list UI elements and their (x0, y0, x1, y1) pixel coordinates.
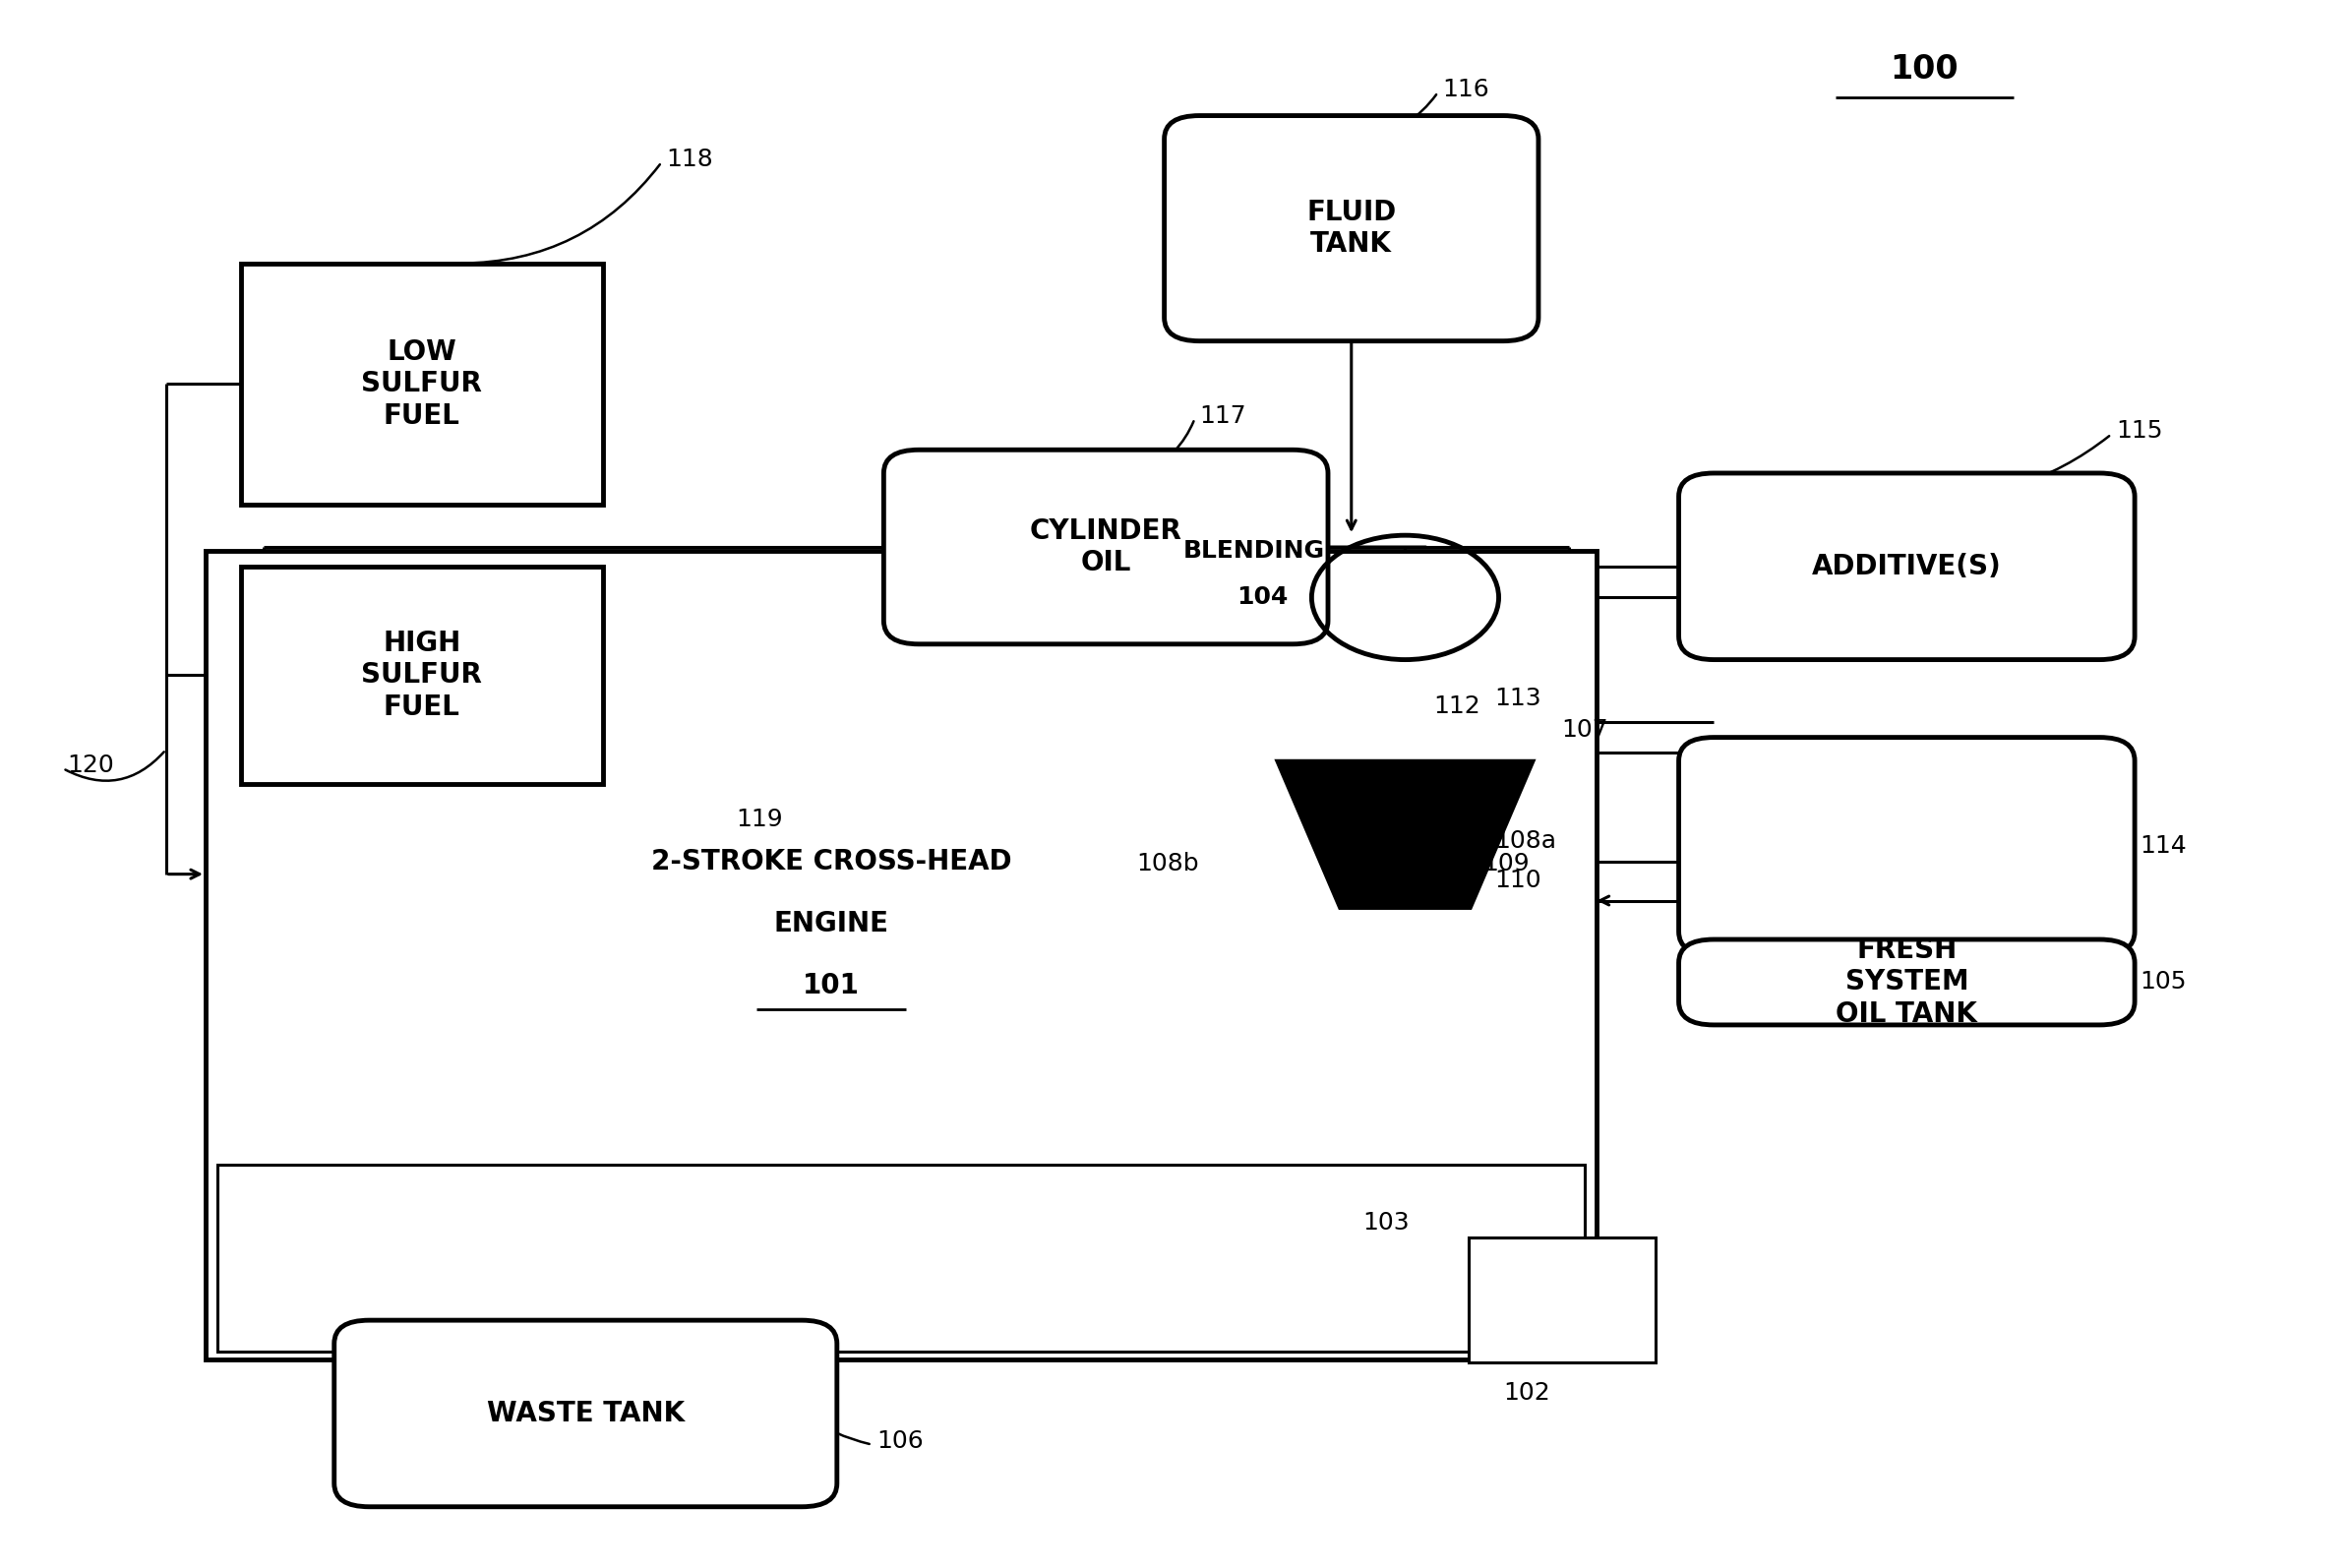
FancyBboxPatch shape (1679, 737, 2136, 955)
FancyBboxPatch shape (1679, 474, 2136, 660)
Text: WASTE TANK: WASTE TANK (487, 1400, 684, 1427)
Text: 102: 102 (1503, 1381, 1550, 1405)
Text: 105: 105 (2140, 971, 2185, 994)
Text: ENGINE: ENGINE (774, 909, 889, 938)
Text: 113: 113 (1494, 687, 1541, 710)
Text: BLENDING: BLENDING (1183, 539, 1324, 563)
Text: 103: 103 (1364, 1210, 1409, 1234)
Text: 109: 109 (1482, 853, 1529, 877)
Text: FLUID
TANK: FLUID TANK (1305, 199, 1397, 259)
Text: 114: 114 (2140, 834, 2187, 858)
Text: 112: 112 (1432, 695, 1479, 718)
Text: 100: 100 (1891, 53, 1959, 85)
Text: 119: 119 (736, 808, 783, 831)
Text: 115: 115 (2117, 419, 2164, 444)
Text: FRESH
SYSTEM
OIL TANK: FRESH SYSTEM OIL TANK (1837, 936, 1978, 1027)
Text: 110: 110 (1494, 869, 1541, 892)
Bar (240, 263, 602, 505)
FancyBboxPatch shape (884, 450, 1329, 644)
Text: 106: 106 (877, 1430, 924, 1454)
Bar (1468, 1237, 1656, 1363)
Text: ADDITIVE(S): ADDITIVE(S) (1811, 552, 2002, 580)
Text: 104: 104 (1237, 586, 1289, 610)
Text: 107: 107 (1562, 718, 1609, 742)
Text: 116: 116 (1442, 77, 1489, 100)
Text: 108a: 108a (1494, 829, 1557, 853)
Text: 117: 117 (1200, 405, 1247, 428)
Bar (216, 1165, 1585, 1352)
Text: 118: 118 (666, 147, 713, 171)
Text: CYLINDER
OIL: CYLINDER OIL (1030, 517, 1183, 577)
Bar (205, 550, 1597, 1359)
Text: HIGH
SULFUR
FUEL: HIGH SULFUR FUEL (362, 630, 482, 721)
FancyBboxPatch shape (1164, 116, 1538, 340)
Text: 101: 101 (802, 972, 858, 1000)
FancyBboxPatch shape (334, 1320, 837, 1507)
Text: 2-STROKE CROSS-HEAD: 2-STROKE CROSS-HEAD (652, 848, 1011, 875)
FancyBboxPatch shape (1679, 939, 2136, 1025)
Text: 108b: 108b (1136, 853, 1200, 877)
Text: 120: 120 (68, 754, 115, 778)
Text: LOW
SULFUR
FUEL: LOW SULFUR FUEL (362, 339, 482, 430)
Bar (240, 566, 602, 784)
Polygon shape (1277, 760, 1534, 908)
